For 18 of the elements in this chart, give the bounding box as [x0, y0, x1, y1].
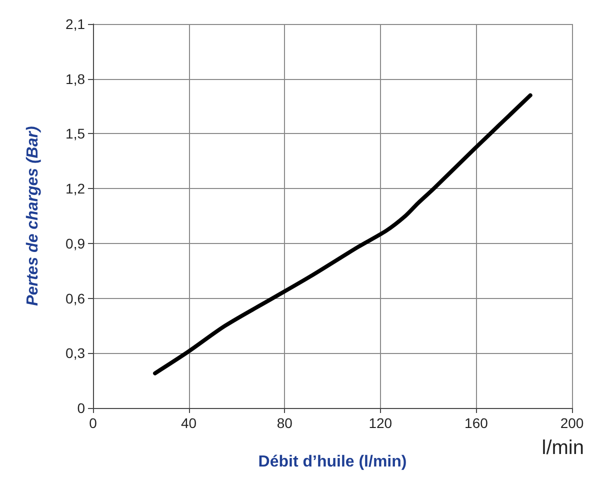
x-tick-label: 80 [276, 415, 293, 431]
y-tick-label: 0 [77, 400, 86, 416]
x-tick-label: 0 [89, 415, 98, 431]
y-tick-label: 1,2 [66, 180, 86, 197]
y-tick-label: 0,9 [66, 235, 86, 252]
y-tick-label: 1,5 [66, 126, 86, 142]
x-tick-label: 120 [368, 415, 392, 431]
text: l/min [542, 437, 584, 459]
y-tick-label: 0,3 [66, 345, 86, 362]
y-tick-label: 2,1 [66, 16, 86, 32]
line-series [153, 93, 532, 376]
x-tick-label: 40 [181, 415, 197, 431]
x-tick-label: 160 [464, 415, 488, 431]
y-tick-label: 1,8 [66, 70, 86, 87]
y-tick-label: 0,6 [66, 290, 86, 306]
x-tick-label: 200 [560, 415, 584, 431]
y-axis-title: Pertes de charges (Bar) [24, 126, 42, 306]
x-axis-title: Débit d’huile (l/min) [258, 454, 407, 470]
